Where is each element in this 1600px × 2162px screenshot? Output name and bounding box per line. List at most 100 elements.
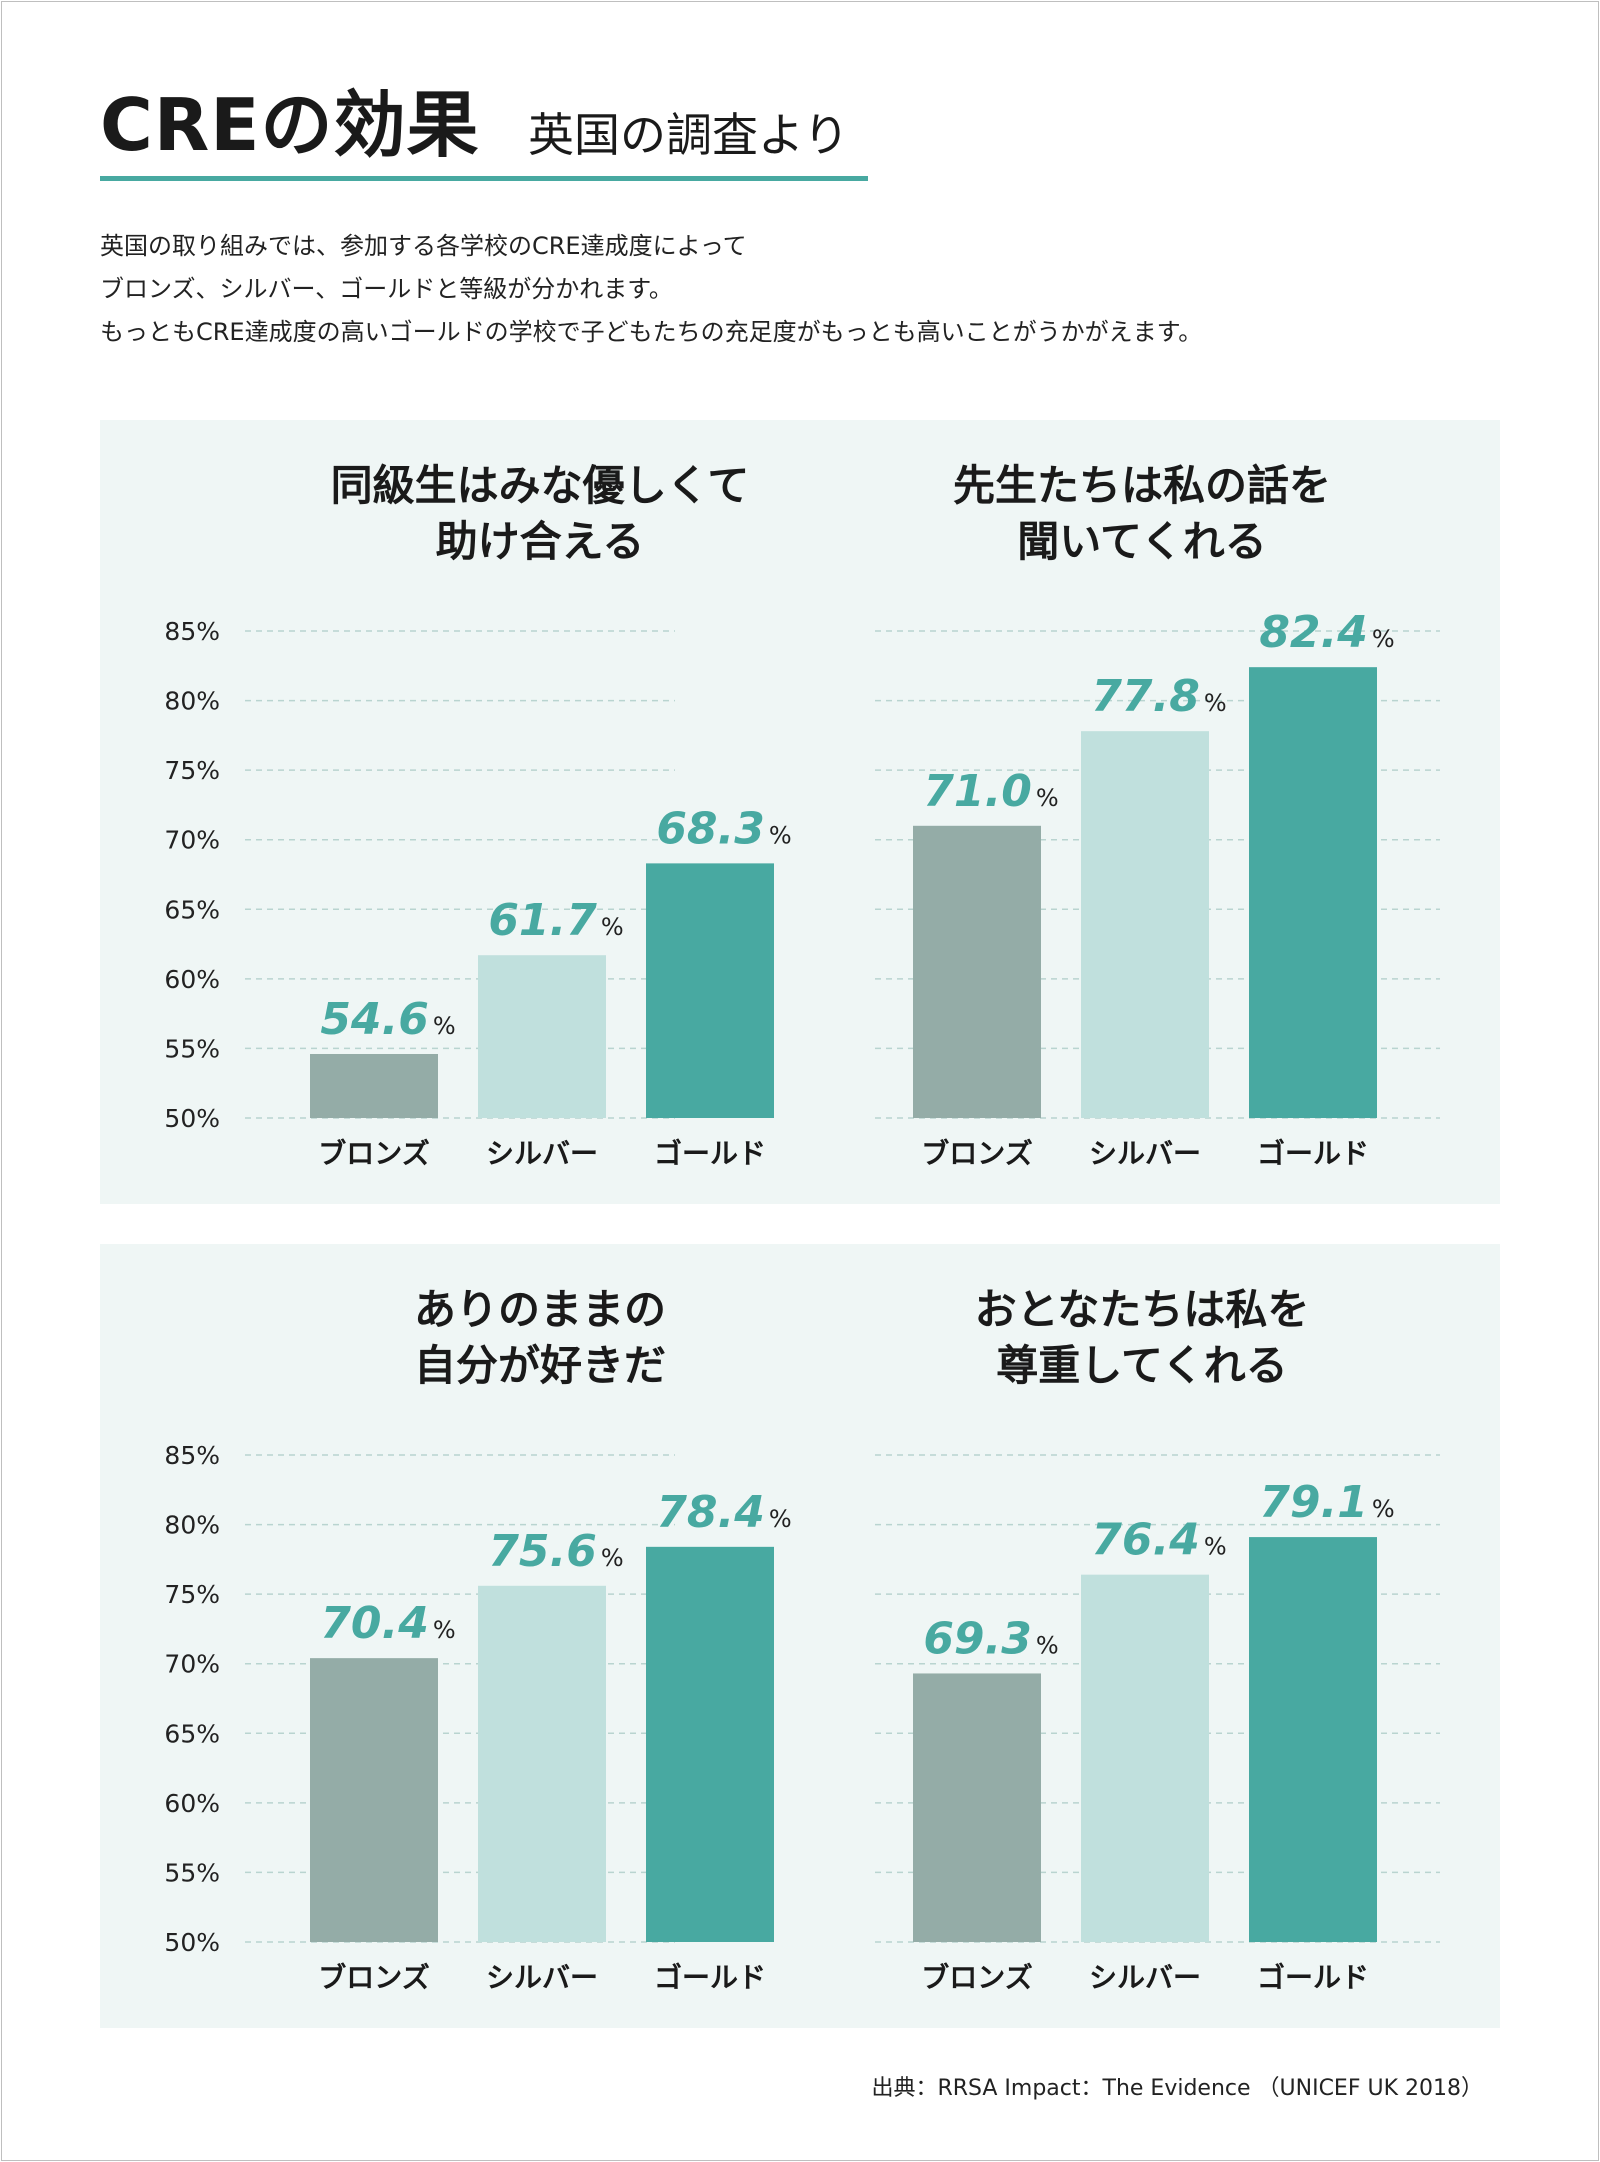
page-header: CREの効果 英国の調査より	[100, 80, 868, 184]
category-label: ブロンズ	[318, 1137, 429, 1170]
data-label: 82.4%	[1259, 607, 1394, 658]
y-tick-label: 75%	[164, 756, 220, 785]
data-label-value: 78.4	[656, 1487, 765, 1538]
y-tick-label: 55%	[164, 1034, 220, 1063]
data-label-value: 69.3	[923, 1613, 1032, 1664]
y-tick-label: 50%	[164, 1928, 220, 1957]
bar-1	[310, 1658, 438, 1942]
bar-1	[913, 1673, 1041, 1942]
y-tick-label: 70%	[164, 826, 220, 855]
bar-1	[913, 825, 1041, 1118]
y-tick-label: 65%	[164, 895, 220, 924]
page-subtitle: 英国の調査より	[528, 108, 850, 162]
data-label: 79.1%	[1259, 1477, 1394, 1528]
y-tick-label: 65%	[164, 1719, 220, 1748]
y-tick-label: 70%	[164, 1650, 220, 1679]
description-line: 英国の取り組みでは、参加する各学校のCRE達成度によって	[100, 232, 747, 260]
data-label-unit: %	[1204, 1533, 1227, 1561]
bar-3	[1249, 1537, 1377, 1942]
y-tick-label: 80%	[164, 687, 220, 716]
y-tick-label: 60%	[164, 965, 220, 994]
title-underline	[100, 176, 868, 181]
chart-title-line: 先生たちは私の話を	[953, 461, 1331, 510]
data-label: 76.4%	[1091, 1515, 1226, 1566]
description-line: ブロンズ、シルバー、ゴールドと等級が分かれます。	[100, 275, 673, 303]
bar-2	[1081, 731, 1209, 1118]
data-label-value: 75.6	[488, 1526, 597, 1577]
category-label: ゴールド	[1257, 1137, 1369, 1170]
category-label: ブロンズ	[921, 1137, 1032, 1170]
category-label: シルバー	[1089, 1137, 1201, 1170]
data-label-value: 79.1	[1259, 1477, 1368, 1528]
data-label-unit: %	[433, 1012, 456, 1040]
category-label: ゴールド	[654, 1961, 766, 1994]
data-label: 71.0%	[923, 766, 1058, 817]
bar-2	[478, 955, 606, 1118]
data-label-value: 54.6	[320, 994, 429, 1045]
data-label-unit: %	[601, 913, 624, 941]
chart-title-line: ありのままの	[414, 1285, 666, 1334]
data-label-value: 68.3	[656, 803, 765, 854]
y-tick-label: 85%	[164, 1441, 220, 1470]
category-label: シルバー	[1089, 1961, 1201, 1994]
y-tick-label: 55%	[164, 1858, 220, 1887]
data-label: 78.4%	[656, 1487, 791, 1538]
data-label-value: 61.7	[488, 895, 597, 946]
data-label-value: 82.4	[1259, 607, 1368, 658]
data-label-unit: %	[1372, 625, 1395, 653]
data-label: 70.4%	[320, 1598, 455, 1649]
data-label-unit: %	[1036, 1631, 1059, 1659]
category-label: ゴールド	[654, 1137, 766, 1170]
chart-title-line: 助け合える	[436, 517, 645, 566]
category-label: ゴールド	[1257, 1961, 1369, 1994]
data-label: 68.3%	[656, 803, 791, 854]
chart-title-line: 自分が好きだ	[414, 1341, 666, 1390]
data-label-unit: %	[769, 821, 792, 849]
page-title: CREの効果	[100, 83, 480, 167]
description-line: もっともCRE達成度の高いゴールドの学校で子どもたちの充足度がもっとも高いことが…	[100, 318, 1203, 346]
description: 英国の取り組みでは、参加する各学校のCRE達成度によって ブロンズ、シルバー、ゴ…	[100, 225, 1202, 354]
chart-title-line: 尊重してくれる	[996, 1341, 1287, 1390]
y-tick-label: 75%	[164, 1580, 220, 1609]
data-label-value: 70.4	[320, 1598, 429, 1649]
data-label-unit: %	[433, 1616, 456, 1644]
chart-panel-bottom: ありのままの 自分が好きだ 50% 55% 60% 65% 70% 75% 80% 85% 70.4…	[100, 1244, 1500, 2028]
category-label: ブロンズ	[921, 1961, 1032, 1994]
y-tick-label: 80%	[164, 1511, 220, 1540]
chart-title-line: 同級生はみな優しくて	[331, 461, 750, 510]
data-label-value: 76.4	[1091, 1515, 1200, 1566]
category-label: シルバー	[486, 1137, 598, 1170]
data-label-value: 77.8	[1091, 671, 1200, 722]
y-tick-label: 50%	[164, 1104, 220, 1133]
bar-3	[646, 863, 774, 1118]
bar-3	[1249, 667, 1377, 1118]
data-label: 69.3%	[923, 1613, 1058, 1664]
bar-1	[310, 1053, 438, 1118]
data-label: 54.6%	[320, 994, 455, 1045]
bar-2	[478, 1585, 606, 1942]
bar-3	[646, 1546, 774, 1942]
category-label: ブロンズ	[318, 1961, 429, 1994]
data-label-unit: %	[769, 1505, 792, 1533]
data-label-value: 71.0	[923, 766, 1032, 817]
data-label-unit: %	[601, 1544, 624, 1572]
data-label: 61.7%	[488, 895, 623, 946]
data-label: 75.6%	[488, 1526, 623, 1577]
y-tick-label: 60%	[164, 1789, 220, 1818]
source-citation: 出典：RRSA Impact：The Evidence （UNICEF UK 2…	[871, 2076, 1483, 2101]
data-label-unit: %	[1036, 784, 1059, 812]
data-label-unit: %	[1204, 689, 1227, 717]
data-label-unit: %	[1372, 1495, 1395, 1523]
chart-title-line: 聞いてくれる	[1017, 517, 1266, 566]
category-label: シルバー	[486, 1961, 598, 1994]
chart-panel-top: 同級生はみな優しくて 助け合える 50% 55% 60% 65% 70% 75% 80% 85% 5…	[100, 420, 1500, 1204]
chart-title-line: おとなたちは私を	[975, 1285, 1310, 1334]
data-label: 77.8%	[1091, 671, 1226, 722]
